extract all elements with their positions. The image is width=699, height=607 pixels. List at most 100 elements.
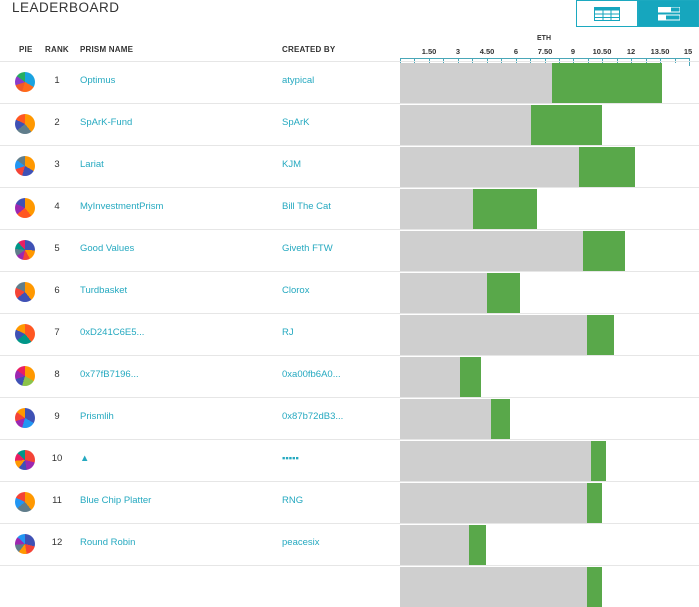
table-row[interactable]: 10 ▲ ▪▪▪▪▪ — [0, 439, 699, 482]
gain-bar — [587, 483, 602, 523]
creator-link[interactable]: Giveth FTW — [282, 243, 333, 254]
gain-bar — [487, 273, 520, 313]
pie-chart-icon — [15, 366, 35, 386]
rank-value: 5 — [54, 243, 60, 254]
gain-bar — [473, 189, 537, 229]
gain-bar — [531, 105, 602, 145]
column-header-pie: PIE — [19, 45, 33, 54]
creator-link[interactable]: SpArK — [282, 117, 310, 128]
table-row[interactable]: 4 MyInvestmentPrism Bill The Cat — [0, 187, 699, 230]
axis-tick-label: 9 — [570, 47, 576, 56]
rank-value: 6 — [54, 285, 60, 296]
bars-view-button[interactable] — [638, 0, 699, 27]
gain-bar — [460, 357, 481, 397]
axis-tick-mark — [429, 58, 430, 66]
table-row[interactable]: 11 Blue Chip Platter RNG — [0, 481, 699, 524]
pie-chart-icon — [15, 450, 35, 470]
prism-name-link[interactable]: Good Values — [80, 243, 135, 254]
axis-tick-label: 12 — [626, 47, 636, 56]
table-row[interactable]: 9 Prismlih 0x87b72dB3... — [0, 397, 699, 440]
prism-name-link[interactable]: Turdbasket — [80, 285, 128, 296]
axis-tick-mark — [443, 58, 444, 63]
table-row[interactable]: 7 0xD241C6E5... RJ — [0, 313, 699, 356]
rank-value: 9 — [54, 411, 60, 422]
creator-link[interactable]: RJ — [282, 327, 294, 338]
axis-tick-mark — [400, 58, 401, 66]
creator-link[interactable]: ▪▪▪▪▪ — [282, 453, 299, 464]
prism-name-link[interactable]: MyInvestmentPrism — [80, 201, 164, 212]
gain-bar — [587, 315, 614, 355]
rank-value: 10 — [51, 453, 63, 464]
pie-chart-icon — [15, 534, 35, 554]
creator-link[interactable]: 0xa00fb6A0... — [282, 369, 341, 380]
prism-name-link[interactable]: Lariat — [80, 159, 104, 170]
creator-link[interactable]: atypical — [282, 75, 315, 86]
pie-chart-icon — [15, 198, 35, 218]
gain-bar — [591, 441, 606, 481]
table-row[interactable] — [0, 565, 699, 607]
creator-link[interactable]: peacesix — [282, 537, 320, 548]
prism-name-link[interactable]: 0x77fB7196... — [80, 369, 139, 380]
gain-bar — [583, 231, 625, 271]
baseline-bar — [400, 483, 587, 523]
baseline-bar — [400, 105, 531, 145]
axis-tick-label: 13.50 — [650, 47, 670, 56]
rank-value: 11 — [52, 495, 62, 506]
axis-tick-label: 6 — [513, 47, 519, 56]
creator-link[interactable]: Bill The Cat — [282, 201, 331, 212]
prism-name-link[interactable]: Optimus — [80, 75, 116, 86]
axis-tick-mark — [516, 58, 517, 66]
creator-link[interactable]: 0x87b72dB3... — [282, 411, 344, 422]
creator-link[interactable]: KJM — [282, 159, 301, 170]
prism-name-link[interactable]: Round Robin — [80, 537, 136, 548]
axis-line — [400, 58, 689, 59]
table-row[interactable]: 3 Lariat KJM — [0, 145, 699, 188]
baseline-bar — [400, 231, 583, 271]
table-view-button[interactable] — [576, 0, 638, 27]
axis-tick-mark — [602, 58, 603, 66]
rank-value: 12 — [51, 537, 63, 548]
rank-value: 8 — [54, 369, 60, 380]
prism-name-link[interactable]: Blue Chip Platter — [80, 495, 152, 506]
bars-icon — [657, 6, 680, 20]
column-header-created-by[interactable]: CREATED BY — [282, 45, 336, 54]
gain-bar — [587, 567, 602, 607]
table-row[interactable]: 6 Turdbasket Clorox — [0, 271, 699, 314]
table-icon — [594, 6, 620, 21]
prism-name-link[interactable]: ▲ — [80, 453, 90, 464]
axis-tick-label: 1.50 — [421, 47, 437, 56]
baseline-bar — [400, 315, 587, 355]
table-row[interactable]: 12 Round Robin peacesix — [0, 523, 699, 566]
axis-tick-mark — [487, 58, 488, 66]
creator-link[interactable]: Clorox — [282, 285, 310, 296]
baseline-bar — [400, 441, 591, 481]
axis-tick-mark — [472, 58, 473, 63]
table-row[interactable]: 5 Good Values Giveth FTW — [0, 229, 699, 272]
prism-name-link[interactable]: 0xD241C6E5... — [80, 327, 145, 338]
pie-chart-icon — [15, 408, 35, 428]
axis-tick-mark — [458, 58, 459, 66]
table-row[interactable]: 2 SpArK-Fund SpArK — [0, 103, 699, 146]
axis-tick-mark — [559, 58, 560, 63]
axis-tick-label: 4.50 — [479, 47, 495, 56]
pie-chart-icon — [15, 282, 35, 302]
pie-chart-icon — [15, 492, 35, 512]
column-header-prism-name[interactable]: PRISM NAME — [80, 45, 134, 54]
pie-chart-icon — [15, 114, 35, 134]
axis-tick-label: 10.50 — [592, 47, 612, 56]
table-row[interactable]: 1 Optimus atypical — [0, 61, 699, 104]
prism-name-link[interactable]: Prismlih — [80, 411, 114, 422]
table-row[interactable]: 8 0x77fB7196... 0xa00fb6A0... — [0, 355, 699, 398]
column-header-rank[interactable]: RANK — [45, 45, 69, 54]
axis-tick-mark — [530, 58, 531, 63]
prism-name-link[interactable]: SpArK-Fund — [80, 117, 133, 128]
creator-link[interactable]: RNG — [282, 495, 304, 506]
axis-unit-label: ETH — [537, 35, 551, 42]
baseline-bar — [400, 189, 473, 229]
axis-tick-label: 15 — [683, 47, 693, 56]
baseline-bar — [400, 357, 460, 397]
axis-tick-mark — [617, 58, 618, 63]
rank-value: 7 — [54, 327, 60, 338]
pie-chart-icon — [15, 72, 35, 92]
axis-tick-mark — [573, 58, 574, 66]
